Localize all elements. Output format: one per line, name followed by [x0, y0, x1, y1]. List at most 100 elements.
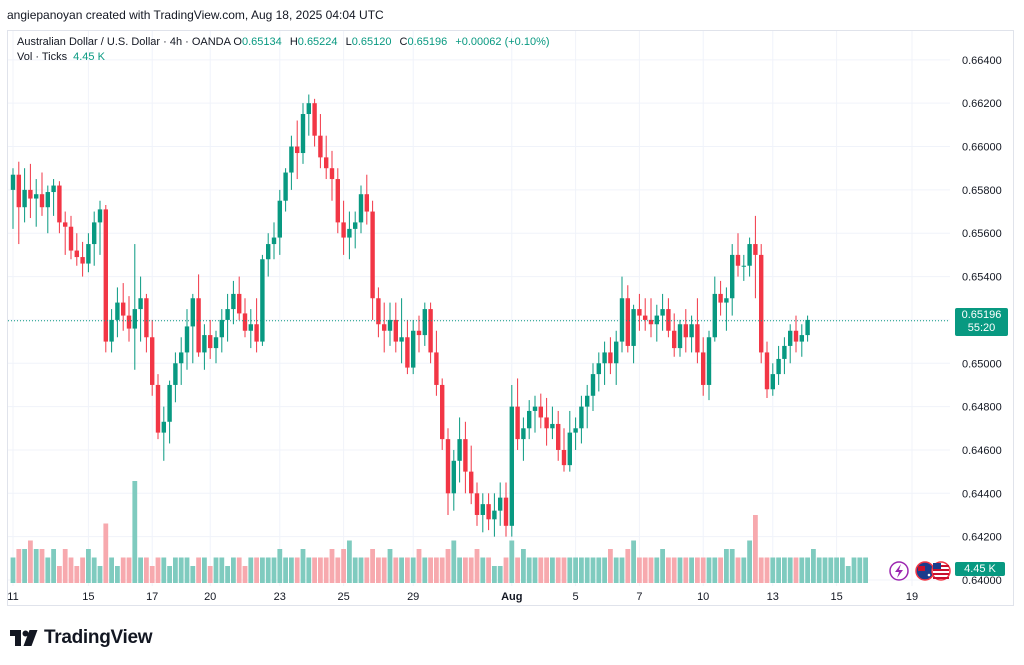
candle-body — [550, 423, 555, 429]
candle-body — [364, 194, 369, 212]
volume-bar — [265, 557, 271, 583]
candlestick-chart[interactable]: 0.66400 0.66200 0.66000 0.65800 0.65600 0.654… — [0, 0, 1024, 610]
volume-bar — [648, 557, 654, 583]
candle-body — [648, 319, 654, 325]
candle — [144, 293, 149, 353]
candle-body — [39, 194, 45, 208]
volume-bar — [80, 557, 85, 583]
legend-close-label: C — [399, 36, 408, 48]
candle-body — [144, 298, 149, 338]
candle-body — [660, 309, 665, 316]
volume-bar — [816, 557, 822, 583]
candle — [770, 363, 775, 396]
candle-body — [608, 352, 613, 364]
volume-bar — [289, 557, 294, 583]
volume-bar — [242, 566, 248, 583]
candle — [527, 400, 532, 440]
candle-body — [208, 335, 213, 349]
x-tick-label: 11 — [7, 591, 18, 603]
volume-bar — [283, 557, 288, 583]
volume-bar — [764, 557, 770, 583]
candle-body — [474, 493, 480, 515]
volume-bar — [509, 540, 515, 583]
volume-bar — [306, 557, 312, 583]
volume-bar — [590, 557, 596, 583]
candle-body — [788, 330, 793, 346]
volume-bar — [184, 557, 190, 583]
volume-bar — [149, 566, 155, 583]
candle-body — [283, 172, 288, 201]
candle — [248, 309, 253, 349]
volume-bar — [521, 549, 526, 583]
bar-countdown: 55:20 — [967, 322, 996, 334]
candle-body — [469, 471, 474, 494]
candle — [341, 200, 346, 255]
volume-bar — [451, 540, 457, 583]
candle — [434, 330, 439, 396]
volume-bar — [62, 549, 68, 583]
x-tick-label: Aug — [501, 591, 522, 603]
legend-volume-label[interactable]: Vol · Ticks — [17, 51, 68, 63]
candle-body — [741, 265, 746, 267]
candle-body — [805, 319, 810, 336]
volume-bar — [787, 557, 793, 583]
volume-bar — [167, 566, 172, 583]
candle-body — [567, 432, 572, 466]
volume-bar — [480, 557, 486, 583]
candle-body — [289, 146, 294, 173]
candle — [335, 168, 340, 234]
brand-logo[interactable]: TradingView — [10, 627, 153, 649]
volume-bar — [555, 557, 561, 583]
candle-body — [51, 185, 56, 193]
legend-high-value: 0.65224 — [297, 36, 338, 48]
x-tick-label: 15 — [82, 591, 94, 603]
volume-bar — [758, 557, 764, 583]
candle — [411, 319, 416, 375]
volume-bar — [312, 557, 317, 583]
candle — [428, 302, 433, 364]
candle-body — [689, 324, 694, 338]
legend-symbol[interactable]: Australian Dollar / U.S. Dollar · 4h · O… — [17, 36, 231, 48]
volume-bar — [39, 549, 45, 583]
y-tick-label: 0.64200 — [962, 532, 1002, 544]
volume-bar — [68, 557, 74, 583]
candle-body — [295, 146, 300, 154]
candle — [300, 103, 306, 164]
candle-body — [573, 428, 578, 433]
volume-bar — [120, 557, 126, 583]
volume-bar — [109, 557, 114, 583]
candle-body — [335, 179, 340, 223]
candle-body — [97, 209, 103, 223]
candle — [10, 168, 16, 229]
legend-high-label: H — [289, 36, 298, 48]
volume-bar — [544, 557, 549, 583]
candle-body — [80, 257, 85, 264]
candle — [590, 363, 596, 411]
candle-body — [654, 315, 659, 325]
candle — [532, 395, 538, 433]
candle — [451, 449, 456, 511]
candle-body — [602, 352, 607, 364]
candle — [237, 276, 242, 320]
candle-body — [486, 504, 491, 520]
candle — [660, 293, 665, 331]
x-tick-label: 19 — [906, 591, 918, 603]
candle-body — [399, 337, 404, 342]
candle — [538, 393, 543, 429]
candle-body — [74, 250, 79, 258]
candle-body — [631, 309, 636, 346]
volume-bar — [805, 557, 810, 583]
brand-name: TradingView — [44, 627, 153, 648]
candle — [80, 241, 85, 277]
candle — [324, 135, 329, 180]
candle-body — [753, 244, 758, 255]
volume-bar — [219, 557, 225, 583]
candle-body — [799, 335, 804, 342]
candle — [457, 417, 462, 483]
candle-body — [619, 298, 625, 342]
candle-body — [677, 324, 683, 349]
candle-body — [115, 302, 120, 320]
candle — [167, 380, 172, 444]
candle-body — [724, 298, 729, 303]
volume-bar — [347, 540, 352, 583]
